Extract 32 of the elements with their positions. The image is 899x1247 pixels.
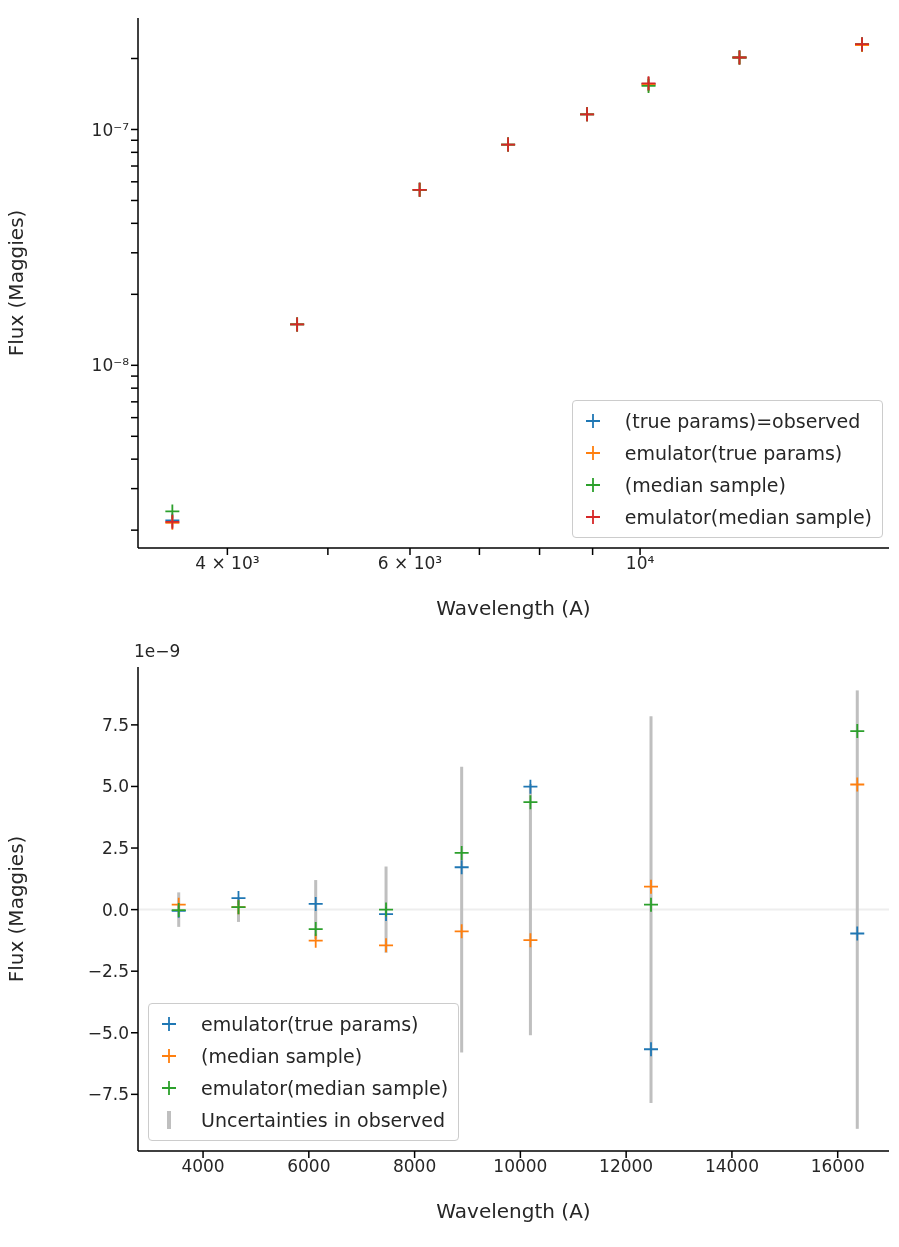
x-axis-title: Wavelength (A) [436, 1199, 591, 1223]
x-tick-label: 6000 [287, 1156, 331, 1177]
x-axis-title: Wavelength (A) [436, 596, 591, 620]
x-tick-label: 12000 [599, 1156, 654, 1177]
legend-label: (true params)=observed [624, 410, 861, 432]
y-tick-label: 5.0 [101, 776, 129, 797]
y-axis-title: Flux (Maggies) [4, 209, 29, 357]
legend-label: emulator(median sample) [624, 506, 872, 528]
legend-label: (median sample) [201, 1045, 363, 1067]
y-tick-label: −2.5 [87, 961, 129, 982]
legend-label: emulator(true params) [201, 1013, 419, 1035]
x-tick-label: 4 × 10³ [195, 553, 260, 574]
x-tick-label: 6 × 10³ [377, 553, 443, 574]
legend-label: emulator(median sample) [201, 1077, 449, 1099]
y-tick-label: −5.0 [87, 1022, 129, 1043]
legend-label: (median sample) [624, 474, 786, 496]
y-tick-label: 2.5 [101, 838, 129, 859]
y-tick-label: 10⁻⁸ [91, 355, 130, 376]
y-tick-label: 7.5 [101, 714, 129, 735]
y-axis-title: Flux (Maggies) [4, 835, 29, 983]
text: 1e−9 [134, 641, 181, 661]
y-tick-label: 10⁻⁷ [91, 119, 130, 140]
x-tick-label: 8000 [392, 1156, 437, 1177]
x-tick-label: 4000 [181, 1156, 225, 1177]
y-tick-label: 0.0 [101, 899, 129, 920]
y-tick-label: −7.5 [87, 1084, 129, 1105]
x-tick-label: 16000 [810, 1156, 865, 1177]
x-tick-label: 10000 [493, 1156, 548, 1177]
x-tick-label: 14000 [704, 1156, 759, 1177]
x-tick-label: 10⁴ [625, 553, 655, 574]
legend-label: Uncertainties in observed [201, 1109, 446, 1131]
legend-label: emulator(true params) [624, 442, 843, 464]
